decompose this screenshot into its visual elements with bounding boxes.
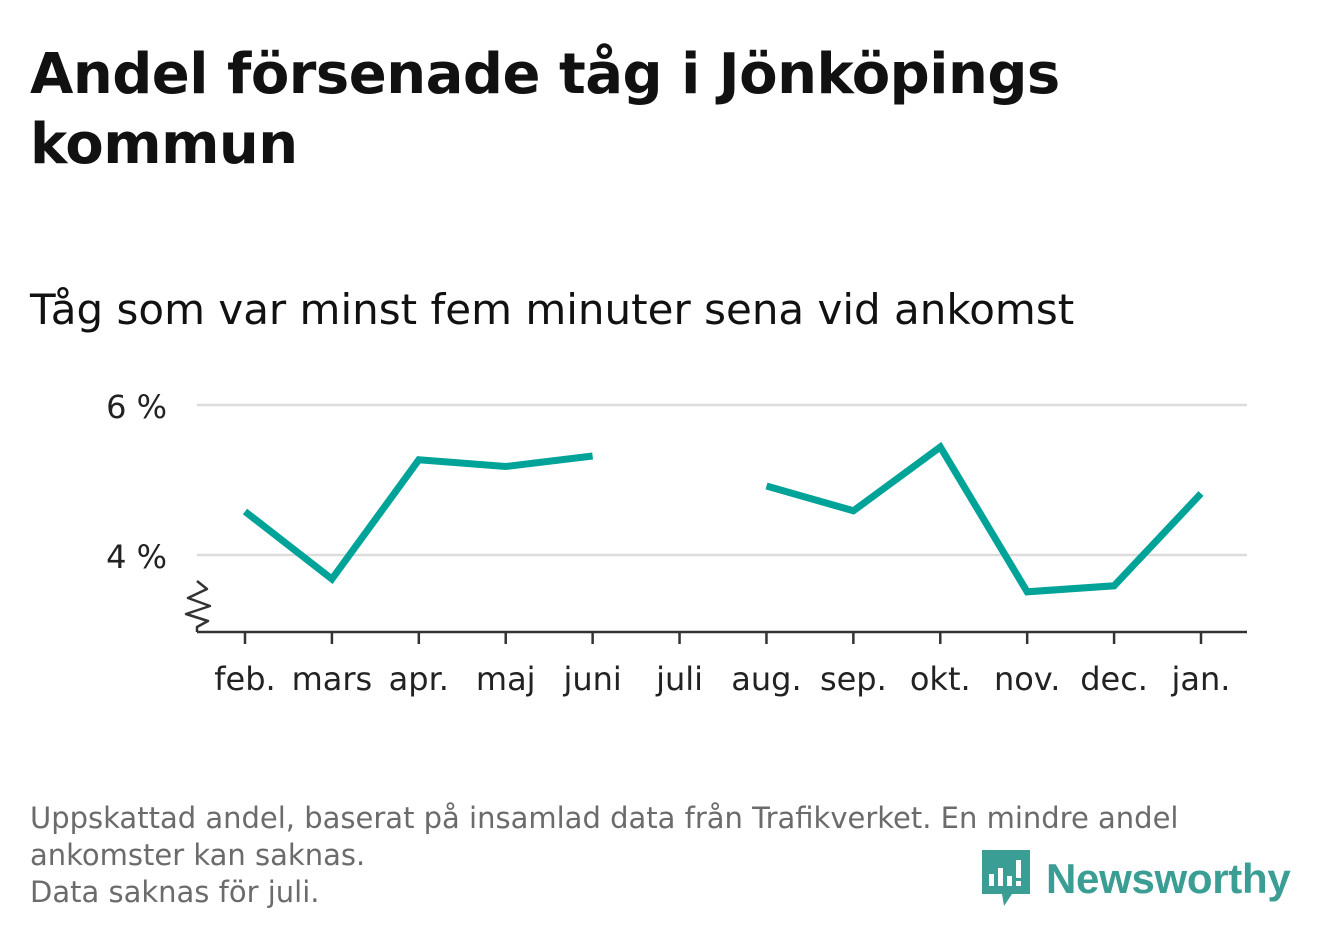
x-tick-label: mars — [292, 660, 373, 698]
x-tick-label: jan. — [1171, 660, 1231, 698]
x-tick-label: apr. — [389, 660, 449, 698]
x-tick-label: juni — [562, 660, 621, 698]
x-tick-label: aug. — [731, 660, 801, 698]
x-tick-label: nov. — [994, 660, 1060, 698]
x-tick-label: dec. — [1080, 660, 1148, 698]
footnote-missing-data: Data saknas för juli. — [30, 875, 320, 909]
brand-logo: Newsworthy — [980, 848, 1291, 910]
x-tick-label: sep. — [820, 660, 887, 698]
axis-break-marker — [184, 580, 212, 632]
series-line — [765, 441, 1204, 596]
footnote-source: Uppskattad andel, baserat på insamlad da… — [30, 801, 1179, 872]
footnote: Uppskattad andel, baserat på insamlad da… — [30, 800, 1290, 911]
x-tick-label: okt. — [910, 660, 971, 698]
series-line — [242, 452, 594, 584]
y-tick-label: 4 % — [106, 538, 167, 576]
newsworthy-logo-icon — [982, 850, 1030, 906]
chart-subtitle: Tåg som var minst fem minuter sena vid a… — [30, 285, 1075, 334]
x-tick-label: maj — [476, 660, 536, 698]
y-tick-label: 6 % — [106, 388, 167, 426]
chart-title: Andel försenade tåg i Jönköpings kommun — [30, 42, 1060, 177]
x-tick-label: feb. — [214, 660, 275, 698]
x-tick-label: juli — [655, 660, 703, 698]
brand-name: Newsworthy — [1046, 855, 1291, 902]
